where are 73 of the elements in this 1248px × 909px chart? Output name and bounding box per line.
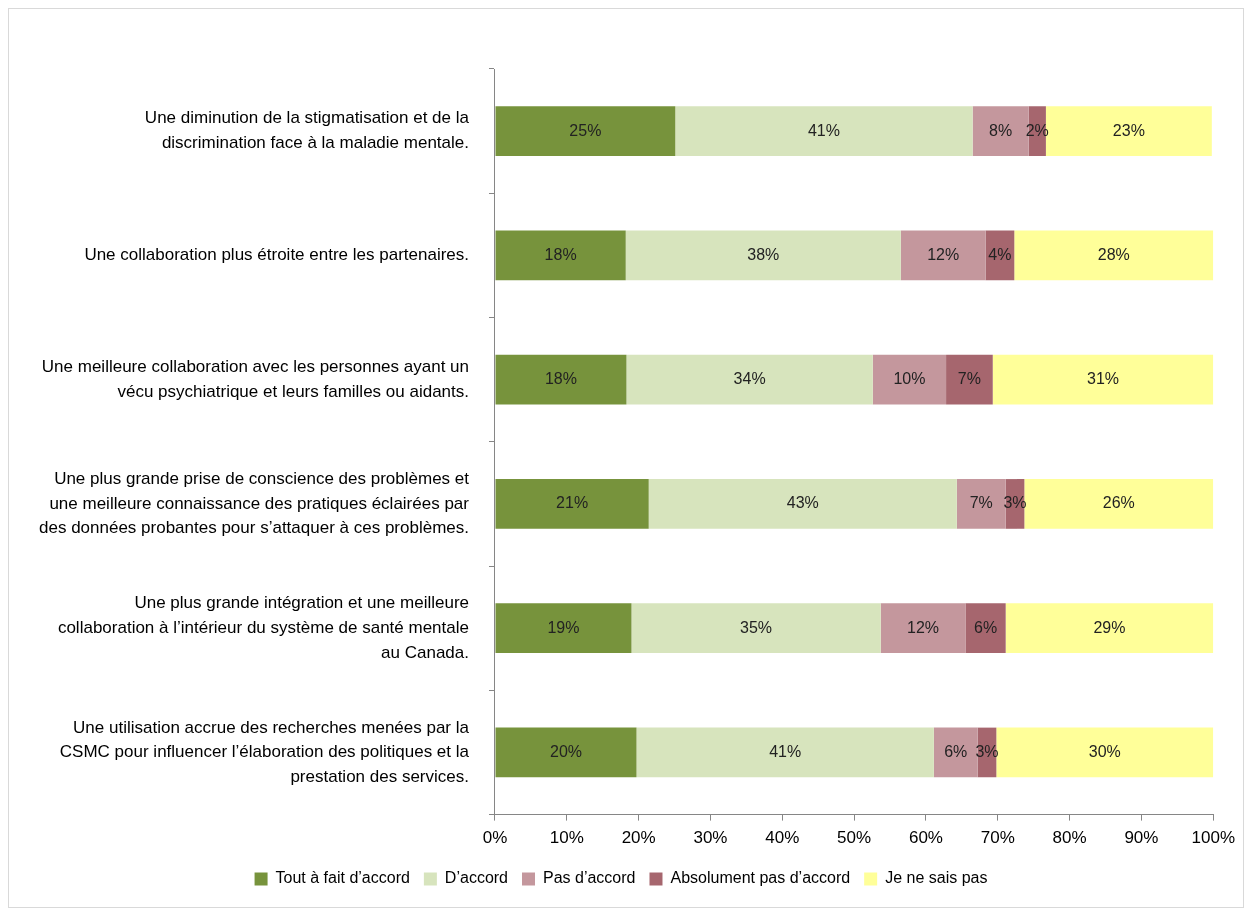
bar (648, 479, 957, 529)
data-label: 7% (957, 370, 981, 388)
y-tick-label: Une collaboration plus étroite entre les partenaires. (84, 245, 469, 265)
data-label: 20% (549, 742, 583, 760)
x-tick-label: 90% (1124, 828, 1159, 848)
data-label: 4% (988, 245, 1012, 263)
bar (1014, 230, 1214, 281)
legend-label: D’accord (444, 869, 509, 887)
bar (495, 106, 676, 156)
y-tick-label: Une plus grande intégration et une meilleure collaboration à l’intérieur du système de santé mentale au Canada. (57, 593, 469, 662)
bar (626, 354, 873, 405)
bar (900, 230, 986, 281)
data-label: 34% (733, 370, 766, 388)
legend-label: Tout à fait d’accord (275, 869, 410, 887)
bar (631, 603, 881, 654)
data-label: 12% (907, 618, 940, 636)
data-label: 29% (1093, 618, 1126, 636)
data-label: 38% (747, 245, 780, 263)
data-label: 8% (989, 121, 1013, 139)
bar (495, 603, 632, 654)
bar (1024, 479, 1214, 529)
y-tick-label: Une diminution de la stigmatisation et de la discrimination face à la maladie mentale. (144, 108, 470, 153)
bar (933, 727, 978, 778)
bar (625, 230, 901, 281)
bar (495, 727, 637, 778)
x-tick-label: 10% (549, 828, 584, 848)
data-label: 25% (569, 121, 602, 139)
data-label: 12% (927, 245, 960, 263)
bar (872, 354, 947, 405)
x-tick-label: 60% (908, 828, 943, 848)
data-label: 18% (544, 370, 577, 388)
y-tick-label: Une meilleure collaboration avec les personnes ayant un vécu psychiatrique et leurs familles ou aidants. (41, 357, 469, 401)
bar (965, 603, 1006, 654)
data-label: 30% (1088, 742, 1121, 760)
bar (495, 354, 627, 405)
bar (636, 727, 934, 778)
data-label: 41% (769, 742, 802, 760)
data-label: 26% (1102, 494, 1135, 512)
data-label: 23% (1112, 121, 1145, 139)
x-tick-label: 70% (980, 828, 1015, 848)
x-tick-label: 20% (621, 828, 656, 848)
data-label: 6% (944, 742, 968, 760)
data-label: 35% (740, 618, 773, 636)
bar (1005, 603, 1214, 654)
bar (495, 230, 626, 281)
y-tick-label: Une utilisation accrue des recherches menées par la CSMC pour influencer l’élaboration des politiques et la prestation des services. (59, 717, 470, 786)
bar (956, 479, 1006, 529)
data-label: 43% (786, 494, 819, 512)
x-tick-label: 30% (693, 828, 728, 848)
data-label: 7% (969, 494, 993, 512)
bar (946, 354, 993, 405)
legend-label: Absolument pas d’accord (670, 869, 851, 887)
legend-label: Je ne sais pas (885, 869, 988, 887)
bar (992, 354, 1214, 405)
x-tick-label: 40% (765, 828, 800, 848)
bar (996, 727, 1214, 778)
bar (495, 479, 649, 529)
bar (880, 603, 966, 654)
x-tick-label: 80% (1052, 828, 1087, 848)
data-label: 6% (974, 618, 998, 636)
bar (675, 106, 973, 156)
data-label: 41% (807, 121, 840, 139)
data-label: 31% (1086, 370, 1120, 388)
x-tick-label: 0% (482, 828, 508, 848)
data-label: 19% (547, 618, 580, 636)
data-label: 10% (893, 370, 926, 388)
data-label: 28% (1097, 245, 1130, 263)
legend-label: Pas d’accord (543, 869, 636, 887)
data-label: 18% (544, 245, 577, 263)
data-label: 21% (556, 494, 589, 512)
y-tick-label: Une plus grande prise de conscience des problèmes et une meilleure connaissance des pratiques éclairées par des données probantes pour s’attaquer à ces problèmes. (39, 468, 470, 538)
x-tick-label: 50% (837, 828, 872, 848)
x-tick-label: 100% (1191, 828, 1235, 848)
